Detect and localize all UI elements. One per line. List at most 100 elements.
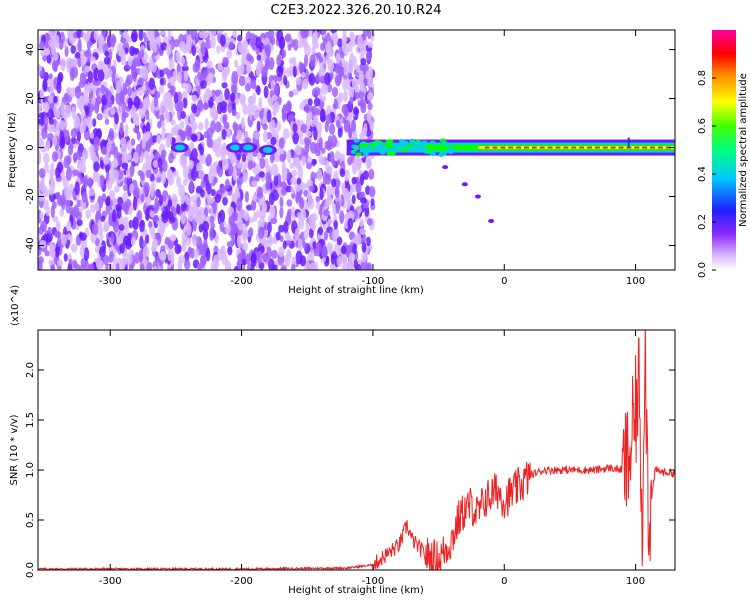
noise-speck bbox=[235, 167, 242, 177]
noise-speck bbox=[60, 233, 68, 246]
noise-speck bbox=[126, 252, 133, 265]
noise-speck bbox=[117, 196, 124, 205]
noise-speck bbox=[320, 108, 326, 119]
noise-speck bbox=[320, 95, 326, 102]
tone-spike bbox=[627, 137, 630, 148]
noise-speck bbox=[153, 93, 159, 108]
noise-speck bbox=[323, 245, 328, 259]
noise-speck bbox=[91, 222, 99, 235]
noise-speck bbox=[335, 200, 340, 214]
noise-speck bbox=[211, 109, 219, 122]
noise-speck bbox=[292, 132, 300, 145]
y-tick-label: 1.5 bbox=[25, 412, 36, 428]
noise-speck bbox=[56, 259, 63, 267]
noise-speck bbox=[176, 203, 181, 215]
noise-speck bbox=[307, 197, 315, 210]
noise-speck bbox=[123, 184, 128, 192]
colorbar-label: Normalized spectral amplitude bbox=[738, 73, 749, 227]
noise-speck bbox=[232, 30, 238, 38]
tone-blob bbox=[375, 142, 382, 147]
noise-speck bbox=[354, 157, 361, 171]
noise-speck bbox=[367, 41, 374, 48]
noise-speck bbox=[283, 75, 288, 86]
noise-speck bbox=[150, 101, 155, 114]
tone-blob bbox=[358, 143, 365, 148]
noise-speck bbox=[177, 100, 184, 113]
noise-speck bbox=[185, 124, 192, 137]
noise-speck bbox=[130, 111, 137, 119]
noise-speck bbox=[167, 199, 173, 208]
noise-speck bbox=[104, 118, 110, 125]
tone-blob bbox=[393, 144, 400, 149]
noise-speck bbox=[44, 41, 49, 49]
noise-speck bbox=[74, 52, 81, 59]
noise-speck bbox=[88, 188, 95, 197]
noise-speck bbox=[283, 220, 289, 233]
noise-speck bbox=[159, 77, 164, 86]
noise-speck bbox=[365, 70, 371, 80]
noise-speck bbox=[335, 119, 341, 129]
diagonal-trace-point bbox=[461, 182, 468, 187]
noise-speck bbox=[229, 92, 236, 102]
noise-speck bbox=[97, 69, 105, 82]
noise-speck bbox=[160, 42, 168, 51]
noise-speck bbox=[260, 237, 266, 246]
spectrogram-y-ticks: -40 -20 0 20 40 bbox=[25, 43, 675, 254]
noise-speck bbox=[324, 198, 330, 209]
noise-speck bbox=[102, 254, 109, 266]
noise-speck bbox=[331, 229, 338, 243]
noise-speck bbox=[95, 96, 103, 105]
colorbar-tick-label: 0.4 bbox=[697, 166, 708, 182]
noise-speck bbox=[151, 239, 158, 249]
noise-speck bbox=[152, 159, 158, 168]
noise-speck bbox=[264, 62, 270, 71]
noise-speck bbox=[270, 217, 278, 225]
noise-speck bbox=[39, 70, 45, 77]
noise-speck bbox=[80, 123, 86, 132]
noise-speck bbox=[273, 84, 280, 96]
noise-speck bbox=[281, 166, 288, 179]
noise-speck bbox=[186, 30, 191, 37]
tone-peak bbox=[508, 146, 514, 149]
noise-speck bbox=[174, 243, 182, 255]
noise-speck bbox=[220, 184, 226, 194]
noise-speck bbox=[133, 127, 140, 134]
noise-speck bbox=[229, 150, 236, 165]
tone-peak bbox=[610, 146, 616, 149]
tone-blob bbox=[438, 152, 445, 157]
noise-speck bbox=[180, 56, 186, 65]
noise-speck bbox=[133, 151, 139, 164]
noise-speck bbox=[137, 86, 144, 97]
noise-speck bbox=[209, 35, 216, 49]
noise-speck bbox=[362, 30, 369, 37]
noise-speck bbox=[63, 129, 70, 143]
tone-blob bbox=[350, 149, 357, 154]
noise-speck bbox=[218, 209, 226, 223]
noise-speck bbox=[44, 162, 50, 174]
noise-speck bbox=[54, 246, 60, 258]
noise-speck bbox=[259, 214, 265, 228]
noise-speck bbox=[63, 253, 68, 262]
noise-speck bbox=[162, 193, 167, 202]
noise-speck bbox=[222, 113, 228, 123]
tone-blob bbox=[447, 149, 454, 154]
colorbar-ticks: 0.0 0.2 0.4 0.6 0.8 bbox=[697, 70, 716, 278]
noise-speck bbox=[348, 41, 353, 53]
noise-speck bbox=[67, 143, 74, 156]
noise-speck bbox=[255, 173, 261, 182]
tone-blob bbox=[406, 144, 413, 149]
noise-speck bbox=[129, 45, 136, 57]
noise-speck bbox=[313, 30, 318, 38]
noise-speck bbox=[342, 60, 349, 70]
noise-speck bbox=[43, 115, 49, 128]
noise-speck bbox=[206, 76, 211, 84]
noise-speck bbox=[235, 111, 241, 120]
noise-speck bbox=[236, 234, 242, 248]
noise-speck bbox=[114, 112, 119, 125]
noise-speck bbox=[203, 131, 209, 139]
noise-speck bbox=[66, 220, 72, 233]
noise-speck bbox=[180, 212, 186, 224]
noise-speck bbox=[209, 227, 214, 241]
